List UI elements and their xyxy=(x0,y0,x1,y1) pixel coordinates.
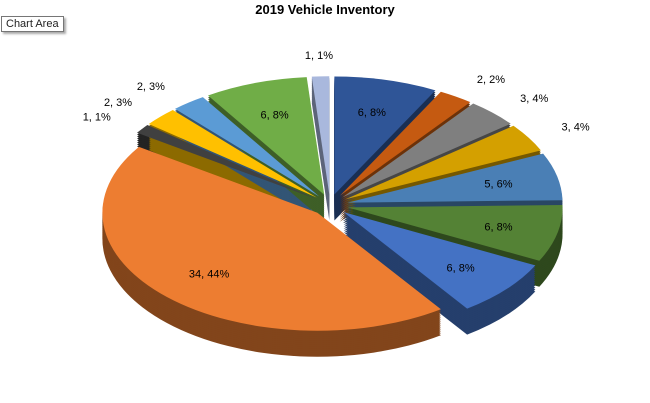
data-label: 6, 8% xyxy=(261,109,289,121)
pie-slice[interactable] xyxy=(137,125,316,199)
data-label: 34, 44% xyxy=(189,268,230,280)
data-label: 2, 2% xyxy=(477,74,505,86)
pie-slice[interactable] xyxy=(311,76,330,195)
data-label: 6, 8% xyxy=(358,107,386,119)
pie-slice[interactable] xyxy=(334,76,436,195)
data-label: 6, 8% xyxy=(484,221,512,233)
pie-slice[interactable] xyxy=(339,91,471,196)
pie-slice[interactable] xyxy=(207,77,325,195)
pie-slice[interactable] xyxy=(342,103,511,198)
data-label: 1, 1% xyxy=(305,50,333,62)
data-label: 2, 3% xyxy=(137,81,165,93)
chart-title: 2019 Vehicle Inventory xyxy=(255,2,395,17)
pie-slice[interactable] xyxy=(343,212,536,309)
data-label: 3, 4% xyxy=(562,121,590,133)
pie-slice[interactable] xyxy=(347,204,563,261)
pie-slice[interactable] xyxy=(148,110,317,198)
pie-slice[interactable] xyxy=(102,146,441,331)
data-label: 3, 4% xyxy=(520,93,548,105)
data-label: 6, 8% xyxy=(447,263,475,275)
data-label: 5, 6% xyxy=(484,179,512,191)
data-label: 2, 3% xyxy=(104,97,132,109)
pie-slice[interactable] xyxy=(174,97,320,197)
pie-slice[interactable] xyxy=(345,125,541,200)
data-label: 1, 1% xyxy=(83,111,111,123)
pie-slice[interactable] xyxy=(347,153,563,203)
chart-area-tooltip: Chart Area xyxy=(1,16,64,32)
